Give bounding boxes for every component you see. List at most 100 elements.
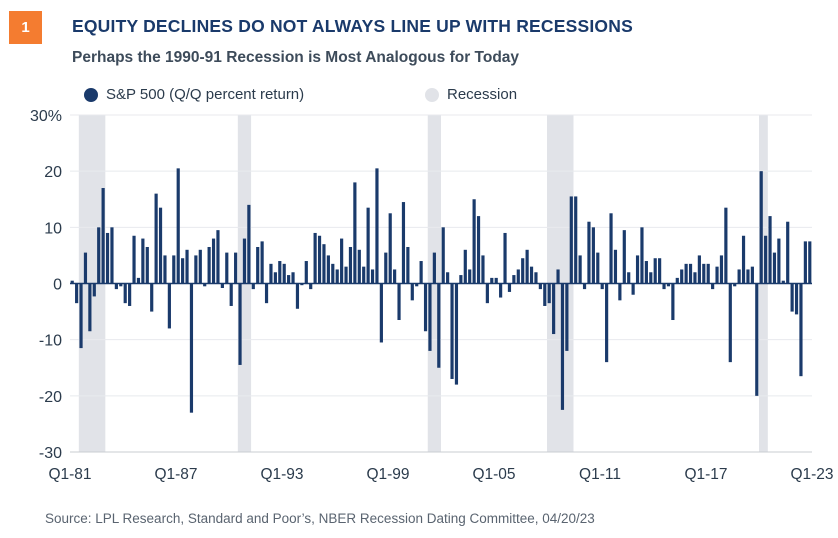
bar [534,272,538,284]
bar [622,230,626,284]
bar [260,241,264,284]
bar [525,249,529,284]
bar [75,283,79,304]
bar [746,269,750,284]
bar [605,283,609,363]
x-tick-label: Q1-99 [366,466,409,483]
bar [150,283,154,312]
bar [357,249,361,284]
legend-marker-sp500 [84,87,98,102]
bar [348,246,353,284]
bar [154,193,158,284]
bar [516,269,520,284]
bar [401,202,406,284]
bar [238,283,242,365]
bar [300,283,304,286]
bar [92,283,96,297]
bar [671,283,675,321]
bar [596,252,600,284]
bar [384,252,388,284]
bar [406,246,410,284]
bar [432,252,436,284]
bar [132,235,136,284]
bar [719,255,724,284]
bar [313,232,317,284]
bar [317,235,322,284]
bar [715,266,719,284]
bar [697,255,701,284]
bar [750,266,754,284]
source-note: Source: LPL Research, Standard and Poor’… [45,511,595,526]
legend-marker-recession [425,87,439,102]
bar [203,283,207,287]
y-tick-label: -20 [39,389,62,406]
legend-item-sp500: S&P 500 (Q/Q percent return) [84,86,304,103]
bar [627,272,631,284]
y-tick-label: 30% [30,108,62,125]
bar [759,171,763,284]
bar [326,255,330,284]
bar [574,196,578,284]
bar [662,283,666,290]
bar [485,283,489,304]
bar [552,283,556,335]
bar [375,168,379,284]
bar [437,283,441,368]
bar [772,252,777,284]
bar [101,188,105,284]
bar [415,283,419,287]
bar [724,207,728,284]
bar [220,283,224,288]
bar [136,277,141,284]
y-tick-label: -30 [39,445,62,462]
bar [353,182,357,284]
bar [309,283,313,290]
legend-item-recession: Recession [425,86,517,103]
bar [181,258,185,284]
bar [529,266,534,284]
bar [706,263,710,284]
bar [711,283,715,290]
bar [591,227,595,284]
bar [494,277,498,284]
bar [755,283,759,396]
bar [331,263,335,284]
bar [128,283,132,306]
bar [446,272,450,284]
bar [123,283,127,304]
bar [741,235,746,284]
bar [459,275,463,284]
bar [269,263,273,284]
bar [88,283,92,332]
bar [476,216,481,284]
bar [786,221,790,284]
bar [675,277,679,284]
bar [556,269,560,284]
bar [764,235,768,284]
bar [768,216,772,284]
bar [295,283,300,309]
bar [790,283,794,312]
legend-label-sp500: S&P 500 (Q/Q percent return) [106,86,305,103]
bar [194,255,198,284]
bar [379,283,383,343]
bar [83,252,88,284]
bar [362,266,366,284]
bar [587,221,591,284]
bar [335,269,339,284]
bar [688,263,693,284]
bar [512,275,516,284]
bar [304,261,308,284]
bar [777,238,781,284]
bar [693,272,697,284]
bar [803,241,807,284]
bar [507,283,512,292]
bar [490,277,494,284]
x-tick-label: Q1-11 [579,466,621,483]
bar [684,263,688,284]
bar [680,269,684,284]
bar [198,249,202,284]
bar [176,168,180,284]
bar [428,283,432,351]
